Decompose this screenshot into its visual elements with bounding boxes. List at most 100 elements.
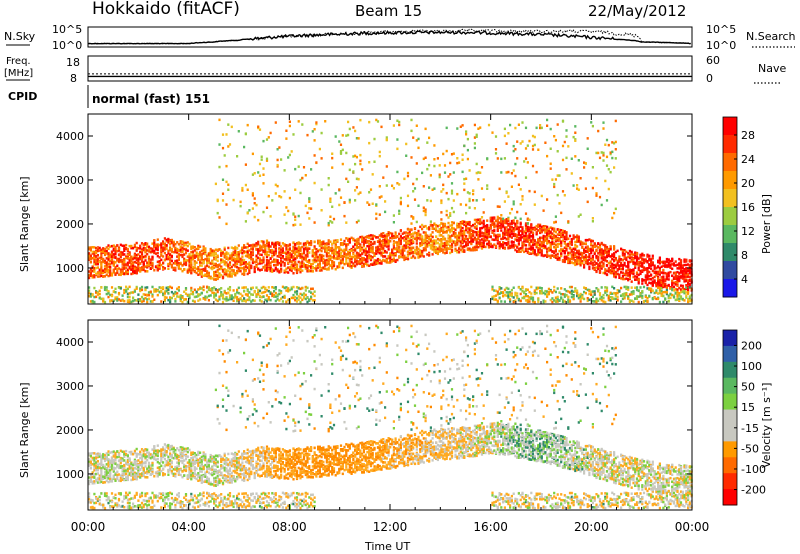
power-cell xyxy=(190,247,193,250)
power-cell xyxy=(369,255,373,258)
power-cell xyxy=(133,265,136,269)
power-cell xyxy=(257,267,260,270)
power-cell xyxy=(184,251,188,255)
power-cell xyxy=(170,249,173,253)
power-cell xyxy=(149,267,152,270)
power-cell xyxy=(558,299,561,302)
power-cell xyxy=(424,231,427,234)
power-cell xyxy=(417,232,420,235)
power-cell xyxy=(260,240,263,243)
power-cell xyxy=(341,148,344,152)
power-cell xyxy=(357,260,360,263)
power-cell xyxy=(137,259,140,263)
power-cell xyxy=(146,300,149,304)
power-cell xyxy=(102,269,105,272)
power-cell xyxy=(366,201,369,204)
power-cell xyxy=(221,275,225,279)
power-cell xyxy=(288,243,291,246)
power-cell xyxy=(329,197,332,200)
power-cell xyxy=(285,129,288,132)
power-cell xyxy=(280,248,283,251)
power-cell xyxy=(147,263,151,267)
power-cell xyxy=(290,255,293,258)
power-cell xyxy=(169,296,172,299)
power-cell xyxy=(125,266,128,270)
power-cell xyxy=(260,253,263,257)
power-cell xyxy=(181,241,184,245)
power-cell xyxy=(232,263,235,267)
power-cell xyxy=(280,270,283,273)
power-cell xyxy=(188,296,191,300)
power-cell xyxy=(221,293,225,296)
power-cell xyxy=(176,259,179,262)
power-cell xyxy=(93,300,96,304)
power-cell xyxy=(162,286,165,289)
power-cell xyxy=(137,265,140,268)
power-cell xyxy=(301,252,304,256)
power-cell xyxy=(169,285,172,289)
power-cell xyxy=(276,259,279,262)
power-cell xyxy=(216,288,219,292)
power-cell xyxy=(472,199,475,202)
power-cell xyxy=(144,250,147,253)
power-cell xyxy=(281,247,284,250)
power-cell xyxy=(568,234,572,238)
power-cell xyxy=(292,264,295,267)
power-cell xyxy=(443,171,447,174)
power-cell xyxy=(429,199,432,203)
power-cell xyxy=(225,273,228,276)
power-cell xyxy=(352,264,355,267)
power-cell xyxy=(139,250,142,254)
power-cell xyxy=(140,300,144,303)
power-cell xyxy=(327,262,330,266)
freq-label: Freq. xyxy=(6,56,31,67)
power-cell xyxy=(244,250,247,254)
power-cell xyxy=(154,252,158,255)
power-cell xyxy=(352,155,355,158)
power-cell xyxy=(565,234,568,237)
power-cell xyxy=(258,289,262,293)
power-cell xyxy=(126,268,129,272)
power-cell xyxy=(248,249,251,252)
power-cell xyxy=(283,258,286,261)
power-cell xyxy=(100,271,103,275)
power-cell xyxy=(313,290,316,293)
power-cell xyxy=(347,120,350,124)
power-cell xyxy=(227,123,230,126)
power-cell xyxy=(262,295,265,298)
power-cell xyxy=(341,134,344,137)
power-cell xyxy=(236,255,239,258)
power-cell xyxy=(285,256,288,259)
power-cell xyxy=(234,246,237,250)
power-cell xyxy=(426,141,429,144)
power-cell xyxy=(297,214,300,218)
power-cell xyxy=(308,269,311,272)
power-cell xyxy=(359,153,362,157)
power-cell xyxy=(410,215,413,218)
power-cell xyxy=(347,264,350,267)
power-cell xyxy=(160,243,163,246)
power-cell xyxy=(433,158,436,161)
power-cell xyxy=(250,265,253,268)
power-cell xyxy=(318,269,321,272)
power-cell xyxy=(91,274,94,277)
power-cell xyxy=(258,247,262,251)
power-cell xyxy=(294,262,297,265)
power-cell xyxy=(415,177,418,181)
power-cell xyxy=(139,262,142,265)
power-cell xyxy=(163,244,166,248)
power-cell xyxy=(228,297,232,301)
power-cell xyxy=(228,254,232,257)
power-cell xyxy=(234,259,237,263)
power-cell xyxy=(93,286,96,290)
power-cell xyxy=(184,241,188,245)
power-cell xyxy=(176,263,179,267)
power-cell xyxy=(350,249,353,252)
power-cell xyxy=(220,273,223,277)
power-cell xyxy=(422,209,425,213)
power-cell xyxy=(399,255,402,258)
power-cell xyxy=(302,295,306,298)
power-cell xyxy=(202,274,205,277)
power-cell xyxy=(315,255,318,258)
power-cell xyxy=(265,157,269,161)
